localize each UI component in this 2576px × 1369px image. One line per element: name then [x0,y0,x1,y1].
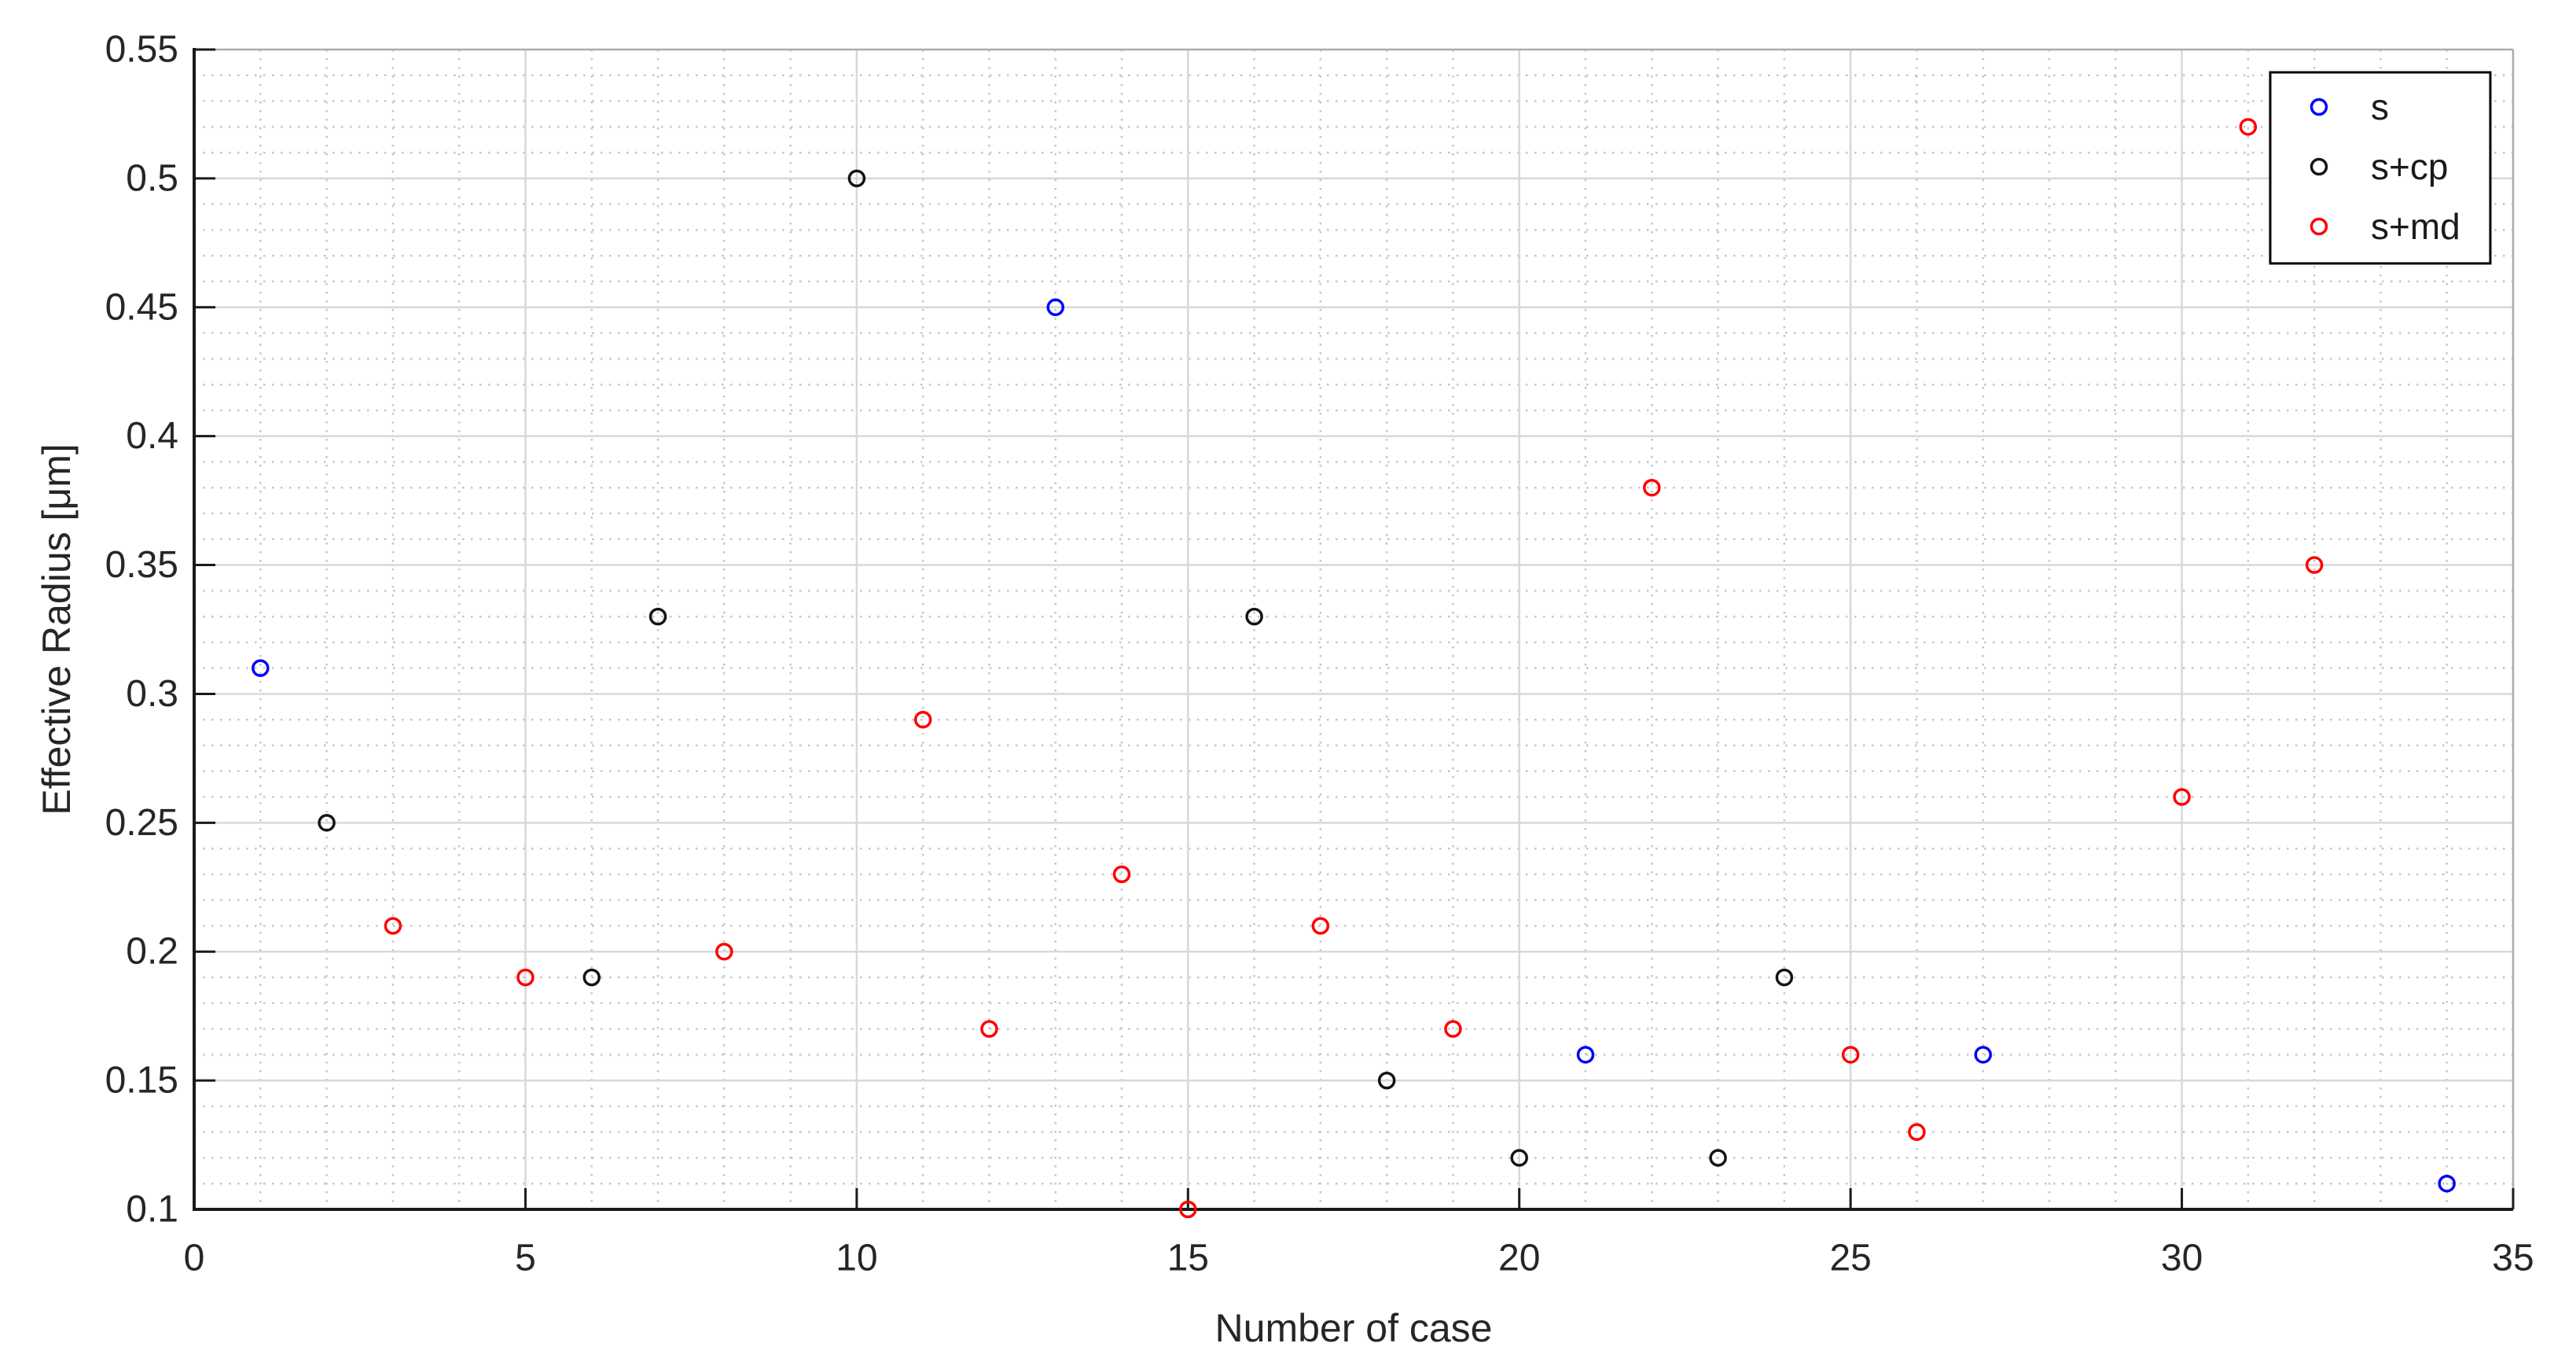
legend-item-s-cp[interactable]: s+cp [2310,146,2449,187]
grid-major [194,50,2513,1209]
data-point-s-md-x32[interactable] [2305,556,2324,574]
legend-box [2269,71,2492,265]
legend-item-s[interactable]: s [2310,86,2390,127]
legend-label: s+md [2371,206,2460,247]
series-s-cp [318,169,1794,1167]
x-tick-label: 30 [2161,1238,2203,1279]
series-s [252,298,2456,1193]
y-tick-labels: 0.1 0.15 0.2 0.25 0.3 0.35 0.4 0.45 0.5 0.55 [105,29,178,1231]
y-tick-label: 0.1 [126,1189,178,1231]
data-point-s-x21[interactable] [1576,1046,1595,1064]
data-point-s-md-x3[interactable] [384,917,402,935]
y-tick-label: 0.4 [126,415,178,457]
axes-box [193,48,2515,1211]
x-tick-label: 15 [1167,1238,1209,1279]
x-tick-label: 5 [515,1238,536,1279]
data-point-s-cp-x18[interactable] [1377,1071,1396,1090]
plot-area [194,50,2513,1209]
data-point-s-md-x11[interactable] [913,710,932,729]
x-tick-labels: 0 5 10 15 20 25 30 35 [184,1238,2534,1279]
data-point-s-cp-x6[interactable] [582,968,601,987]
series-s-md [384,118,2324,1219]
data-point-s-md-x25[interactable] [1841,1046,1860,1064]
data-point-s-md-x19[interactable] [1444,1020,1462,1038]
legend-marker-icon [2310,98,2328,116]
data-point-s-md-x15[interactable] [1179,1200,1197,1219]
x-tick-label: 25 [1829,1238,1871,1279]
x-tick-label: 10 [836,1238,877,1279]
legend-item-s-md[interactable]: s+md [2310,206,2460,247]
y-tick-label: 0.3 [126,673,178,715]
y-tick-label: 0.25 [105,802,178,844]
legend-marker-icon [2310,217,2328,236]
data-point-s-md-x5[interactable] [516,968,535,987]
data-point-s-cp-x24[interactable] [1775,968,1794,987]
data-point-s-x13[interactable] [1046,298,1064,317]
data-point-s-cp-x10[interactable] [847,169,866,188]
y-tick-label: 0.55 [105,29,178,71]
legend-marker-icon [2310,157,2328,176]
data-point-s-md-x26[interactable] [1908,1123,1926,1141]
data-point-s-cp-x23[interactable] [1709,1149,1727,1167]
y-tick-label: 0.35 [105,544,178,586]
data-point-s-md-x12[interactable] [980,1020,998,1038]
data-point-s-x34[interactable] [2438,1174,2456,1193]
data-point-s-md-x31[interactable] [2239,118,2258,136]
y-tick-label: 0.45 [105,286,178,328]
grid-minor [194,50,2513,1209]
data-point-s-cp-x16[interactable] [1245,607,1263,626]
data-point-s-cp-x20[interactable] [1510,1149,1528,1167]
data-point-s-x27[interactable] [1974,1046,1992,1064]
data-point-s-cp-x2[interactable] [318,814,336,832]
y-tick-label: 0.5 [126,157,178,199]
y-tick-label: 0.2 [126,931,178,973]
data-point-s-md-x14[interactable] [1112,865,1131,884]
data-point-s-md-x8[interactable] [715,942,733,961]
legend-label: s [2371,86,2389,127]
x-tick-label: 20 [1498,1238,1540,1279]
x-tick-label: 35 [2492,1238,2534,1279]
x-axis-title: Number of case [1215,1306,1493,1350]
data-point-s-md-x30[interactable] [2173,788,2191,806]
data-point-s-x1[interactable] [252,659,270,677]
data-point-s-cp-x7[interactable] [649,607,667,626]
x-tick-label: 0 [184,1238,205,1279]
data-point-s-md-x22[interactable] [1643,478,1661,497]
legend: s s+cp s+md [2269,71,2492,265]
y-axis-title: Effective Radius [μm] [35,443,79,815]
tick-marks [193,48,2515,1211]
legend-label: s+cp [2371,146,2448,187]
y-tick-label: 0.15 [105,1060,178,1102]
data-point-s-md-x17[interactable] [1311,917,1330,935]
